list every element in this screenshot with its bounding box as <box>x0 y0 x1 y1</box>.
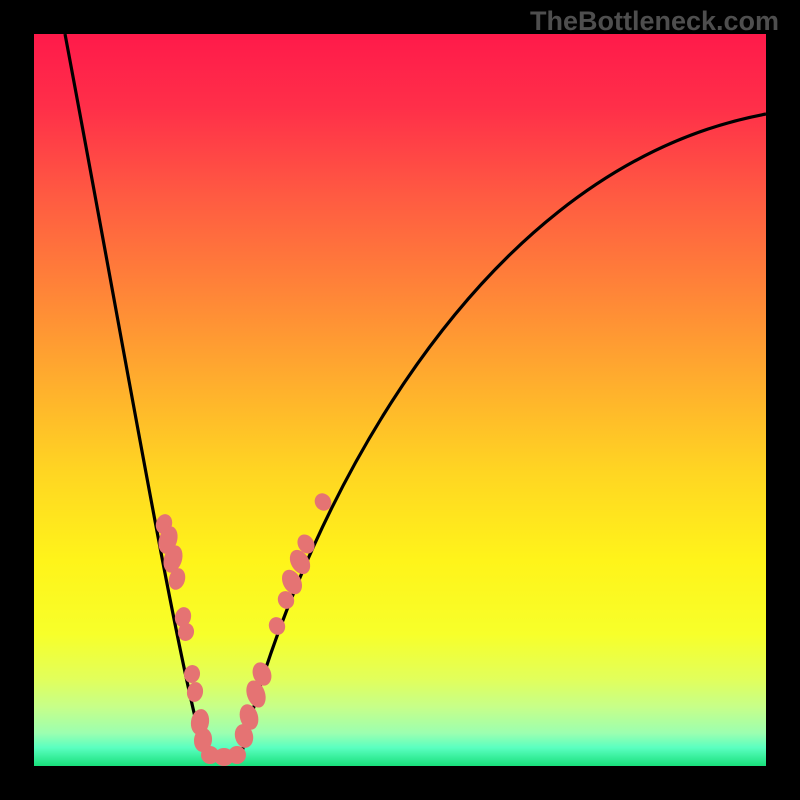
plot-area <box>34 34 766 766</box>
watermark-text: TheBottleneck.com <box>530 6 779 37</box>
gradient-background <box>34 34 766 766</box>
figure-root: TheBottleneck.com <box>0 0 800 800</box>
